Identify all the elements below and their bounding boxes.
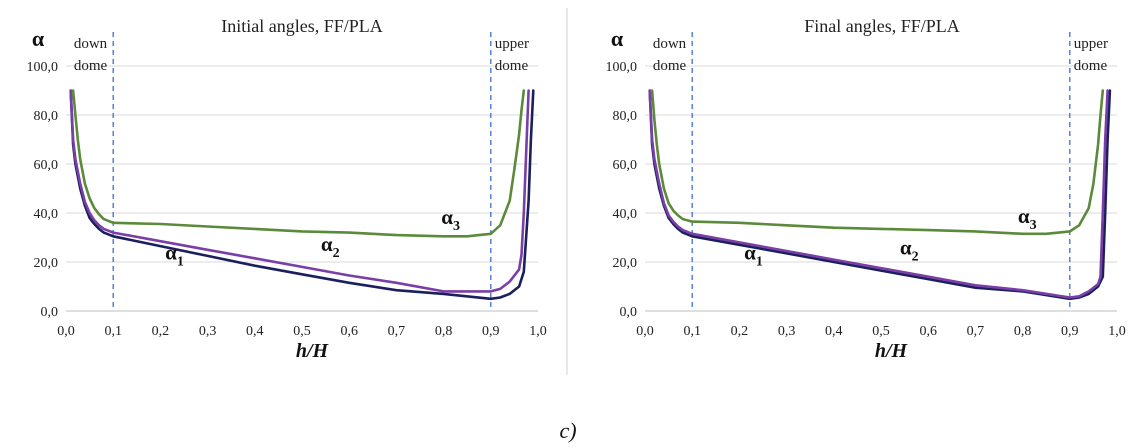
x-tick-label: 0,5: [293, 324, 311, 339]
series-label-α2: α2: [321, 232, 340, 261]
chart-final-angles: Final angles, FF/PLA0,020,040,060,080,01…: [606, 16, 1126, 362]
series-line-α3: [650, 89, 1105, 236]
y-tick-label: 40,0: [34, 207, 59, 222]
x-tick-label: 0,0: [57, 324, 75, 339]
series-label-symbol: α: [165, 241, 177, 265]
y-tick-label: 40,0: [613, 207, 638, 222]
y-axis-label: α: [32, 26, 45, 51]
y-tick-label: 20,0: [613, 256, 638, 271]
y-tick-label: 0,0: [41, 305, 59, 320]
series-label-symbol: α: [744, 241, 756, 265]
x-tick-label: 0,8: [1014, 324, 1032, 339]
y-tick-label: 60,0: [613, 158, 638, 173]
series-label-α2: α2: [900, 236, 919, 265]
y-tick-label: 80,0: [613, 109, 638, 124]
y-tick-label: 80,0: [34, 109, 59, 124]
dome-label: dome: [1074, 58, 1108, 74]
y-axis-label: α: [611, 26, 624, 51]
figure-caption: c): [559, 418, 576, 443]
series-label-α1: α1: [165, 241, 184, 270]
x-tick-label: 0,7: [967, 324, 985, 339]
x-axis-label: h/H: [296, 340, 330, 362]
series-label-symbol: α: [441, 205, 453, 229]
chart-initial-angles: Initial angles, FF/PLA0,020,040,060,080,…: [27, 16, 547, 362]
x-tick-label: 0,2: [152, 324, 170, 339]
series-label-α3: α3: [1018, 204, 1037, 233]
dome-label: down: [74, 36, 108, 52]
y-tick-label: 100,0: [606, 60, 638, 75]
dome-label: upper: [495, 36, 529, 52]
y-tick-label: 20,0: [34, 256, 59, 271]
x-tick-label: 0,2: [731, 324, 749, 339]
dome-label: dome: [495, 58, 529, 74]
x-tick-label: 0,7: [388, 324, 406, 339]
dome-label: down: [653, 36, 687, 52]
dome-label: dome: [74, 58, 108, 74]
x-axis-label: h/H: [875, 340, 909, 362]
chart-title: Final angles, FF/PLA: [804, 16, 960, 36]
series-label-subscript: 1: [756, 255, 763, 270]
x-tick-label: 1,0: [1108, 324, 1126, 339]
x-tick-label: 0,9: [482, 324, 500, 339]
chart-title: Initial angles, FF/PLA: [221, 16, 383, 36]
series-label-α3: α3: [441, 205, 460, 234]
series-label-subscript: 1: [177, 255, 184, 270]
x-tick-label: 0,5: [872, 324, 890, 339]
series-line-α2: [69, 89, 530, 293]
series-label-symbol: α: [1018, 204, 1030, 228]
series-label-subscript: 2: [333, 246, 340, 261]
series-label-subscript: 3: [1030, 218, 1037, 233]
dome-label: dome: [653, 58, 687, 74]
series-label-α1: α1: [744, 241, 763, 270]
x-tick-label: 0,0: [636, 324, 654, 339]
series-line-α2: [648, 89, 1109, 299]
series-label-symbol: α: [321, 232, 333, 256]
x-tick-label: 0,3: [778, 324, 796, 339]
x-tick-label: 0,8: [435, 324, 453, 339]
y-tick-label: 60,0: [34, 158, 59, 173]
series-line-α1: [69, 89, 535, 301]
y-tick-label: 0,0: [620, 305, 638, 320]
y-tick-label: 100,0: [27, 60, 59, 75]
series-line-α3: [71, 89, 526, 238]
x-tick-label: 1,0: [529, 324, 547, 339]
x-tick-label: 0,1: [104, 324, 122, 339]
x-tick-label: 0,6: [919, 324, 937, 339]
series-label-subscript: 2: [912, 250, 919, 265]
dome-label: upper: [1074, 36, 1108, 52]
x-tick-label: 0,3: [199, 324, 217, 339]
x-tick-label: 0,1: [683, 324, 701, 339]
x-tick-label: 0,6: [340, 324, 358, 339]
series-label-symbol: α: [900, 236, 912, 260]
x-tick-label: 0,4: [825, 324, 843, 339]
x-tick-label: 0,4: [246, 324, 264, 339]
x-tick-label: 0,9: [1061, 324, 1079, 339]
series-label-subscript: 3: [453, 219, 460, 234]
